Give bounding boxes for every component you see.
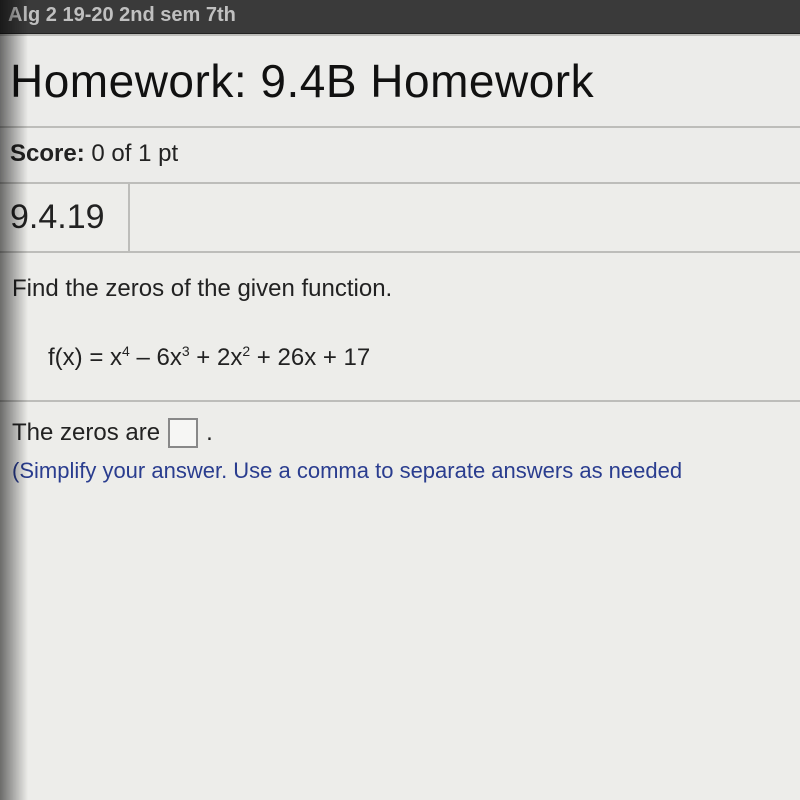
- score-row: Score: 0 of 1 pt: [0, 128, 800, 184]
- score-value: 0 of 1 pt: [91, 140, 178, 167]
- fx-part: + 26x + 17: [250, 344, 370, 371]
- homework-title-row: Homework: 9.4B Homework: [0, 34, 800, 128]
- fx-exp1: 4: [122, 343, 130, 359]
- score-label: Score:: [10, 140, 85, 167]
- answer-input[interactable]: [168, 418, 198, 448]
- course-header: Alg 2 19-20 2nd sem 7th: [0, 0, 800, 34]
- fx-part: + 2x: [190, 344, 243, 371]
- answer-label-before: The zeros are: [12, 419, 160, 447]
- homework-title: Homework: 9.4B Homework: [10, 54, 790, 108]
- answer-hint: (Simplify your answer. Use a comma to se…: [0, 454, 800, 496]
- fx-exp3: 2: [242, 343, 250, 359]
- fx-part: f(x) = x: [48, 344, 122, 371]
- answer-row: The zeros are .: [0, 402, 800, 454]
- question-number[interactable]: 9.4.19: [0, 184, 130, 251]
- content-area: [0, 496, 800, 800]
- question-prompt-row: Find the zeros of the given function.: [0, 253, 800, 313]
- answer-period: .: [206, 419, 213, 447]
- fx-part: – 6x: [130, 344, 182, 371]
- question-number-row: 9.4.19: [0, 184, 800, 253]
- score-text: Score: 0 of 1 pt: [10, 140, 178, 167]
- question-prompt: Find the zeros of the given function.: [12, 275, 788, 303]
- course-label: Alg 2 19-20 2nd sem 7th: [8, 4, 236, 26]
- fx-exp2: 3: [182, 343, 190, 359]
- function-expression: f(x) = x4 – 6x3 + 2x2 + 26x + 17: [0, 313, 800, 402]
